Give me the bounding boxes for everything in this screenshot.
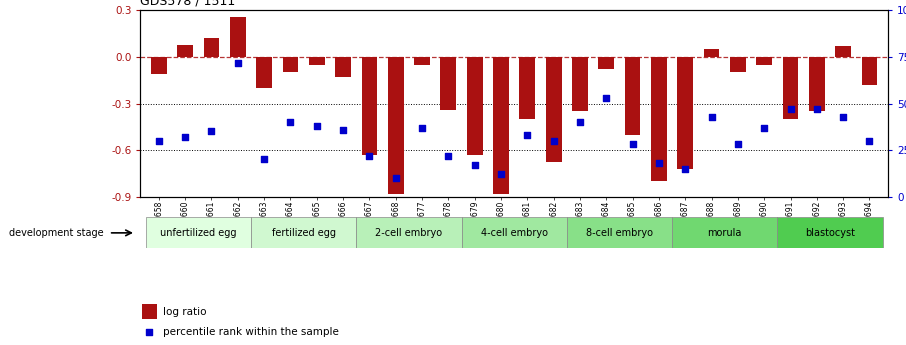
Point: [284, 119, 298, 125]
Point: [651, 160, 666, 166]
Point: [310, 123, 324, 129]
Point: [810, 106, 824, 112]
Bar: [283, 57, 298, 72]
Text: 4-cell embryo: 4-cell embryo: [481, 228, 547, 238]
Point: [863, 138, 877, 144]
Bar: [204, 38, 219, 57]
Text: GDS578 / 1511: GDS578 / 1511: [140, 0, 236, 8]
Point: [362, 153, 377, 158]
Bar: [335, 57, 351, 77]
Text: blastocyst: blastocyst: [805, 228, 855, 238]
Bar: [356, 217, 461, 248]
Text: development stage: development stage: [9, 228, 103, 238]
Point: [599, 95, 613, 101]
Point: [546, 138, 561, 144]
Text: log ratio: log ratio: [163, 307, 207, 317]
Bar: [251, 217, 356, 248]
Bar: [567, 217, 672, 248]
Bar: [256, 57, 272, 88]
Point: [389, 175, 403, 181]
Bar: [467, 57, 483, 155]
Point: [494, 171, 508, 177]
Point: [784, 106, 798, 112]
Point: [336, 127, 351, 132]
Point: [836, 114, 851, 119]
Point: [204, 129, 218, 134]
Bar: [545, 57, 562, 162]
Bar: [678, 57, 693, 169]
Point: [678, 166, 692, 171]
Text: percentile rank within the sample: percentile rank within the sample: [163, 327, 339, 337]
Bar: [309, 57, 324, 65]
Bar: [388, 57, 403, 194]
Bar: [783, 57, 798, 119]
Text: morula: morula: [708, 228, 742, 238]
Bar: [672, 217, 777, 248]
Bar: [440, 57, 457, 110]
Bar: [142, 304, 157, 319]
Bar: [461, 217, 567, 248]
Point: [441, 153, 456, 158]
Bar: [835, 46, 851, 57]
Text: 8-cell embryo: 8-cell embryo: [586, 228, 653, 238]
Point: [257, 157, 272, 162]
Point: [730, 142, 745, 147]
Text: unfertilized egg: unfertilized egg: [160, 228, 236, 238]
Point: [178, 134, 192, 140]
Point: [704, 114, 718, 119]
Bar: [757, 57, 772, 65]
Point: [419, 235, 433, 241]
Point: [520, 132, 535, 138]
Bar: [730, 57, 746, 72]
Point: [467, 162, 482, 168]
Bar: [414, 57, 430, 65]
Bar: [704, 49, 719, 57]
Point: [757, 125, 771, 130]
Bar: [519, 57, 535, 119]
Point: [415, 125, 429, 130]
Bar: [809, 57, 824, 111]
Bar: [146, 217, 251, 248]
Bar: [361, 57, 377, 155]
Bar: [230, 17, 246, 57]
Bar: [862, 57, 877, 85]
Bar: [572, 57, 588, 111]
Bar: [777, 217, 882, 248]
Bar: [493, 57, 509, 194]
Point: [625, 142, 640, 147]
Point: [151, 138, 166, 144]
Bar: [151, 57, 167, 74]
Bar: [651, 57, 667, 181]
Point: [230, 60, 245, 65]
Text: fertilized egg: fertilized egg: [272, 228, 335, 238]
Bar: [178, 45, 193, 57]
Text: 2-cell embryo: 2-cell embryo: [375, 228, 442, 238]
Point: [573, 119, 587, 125]
Bar: [625, 57, 641, 135]
Bar: [598, 57, 614, 69]
